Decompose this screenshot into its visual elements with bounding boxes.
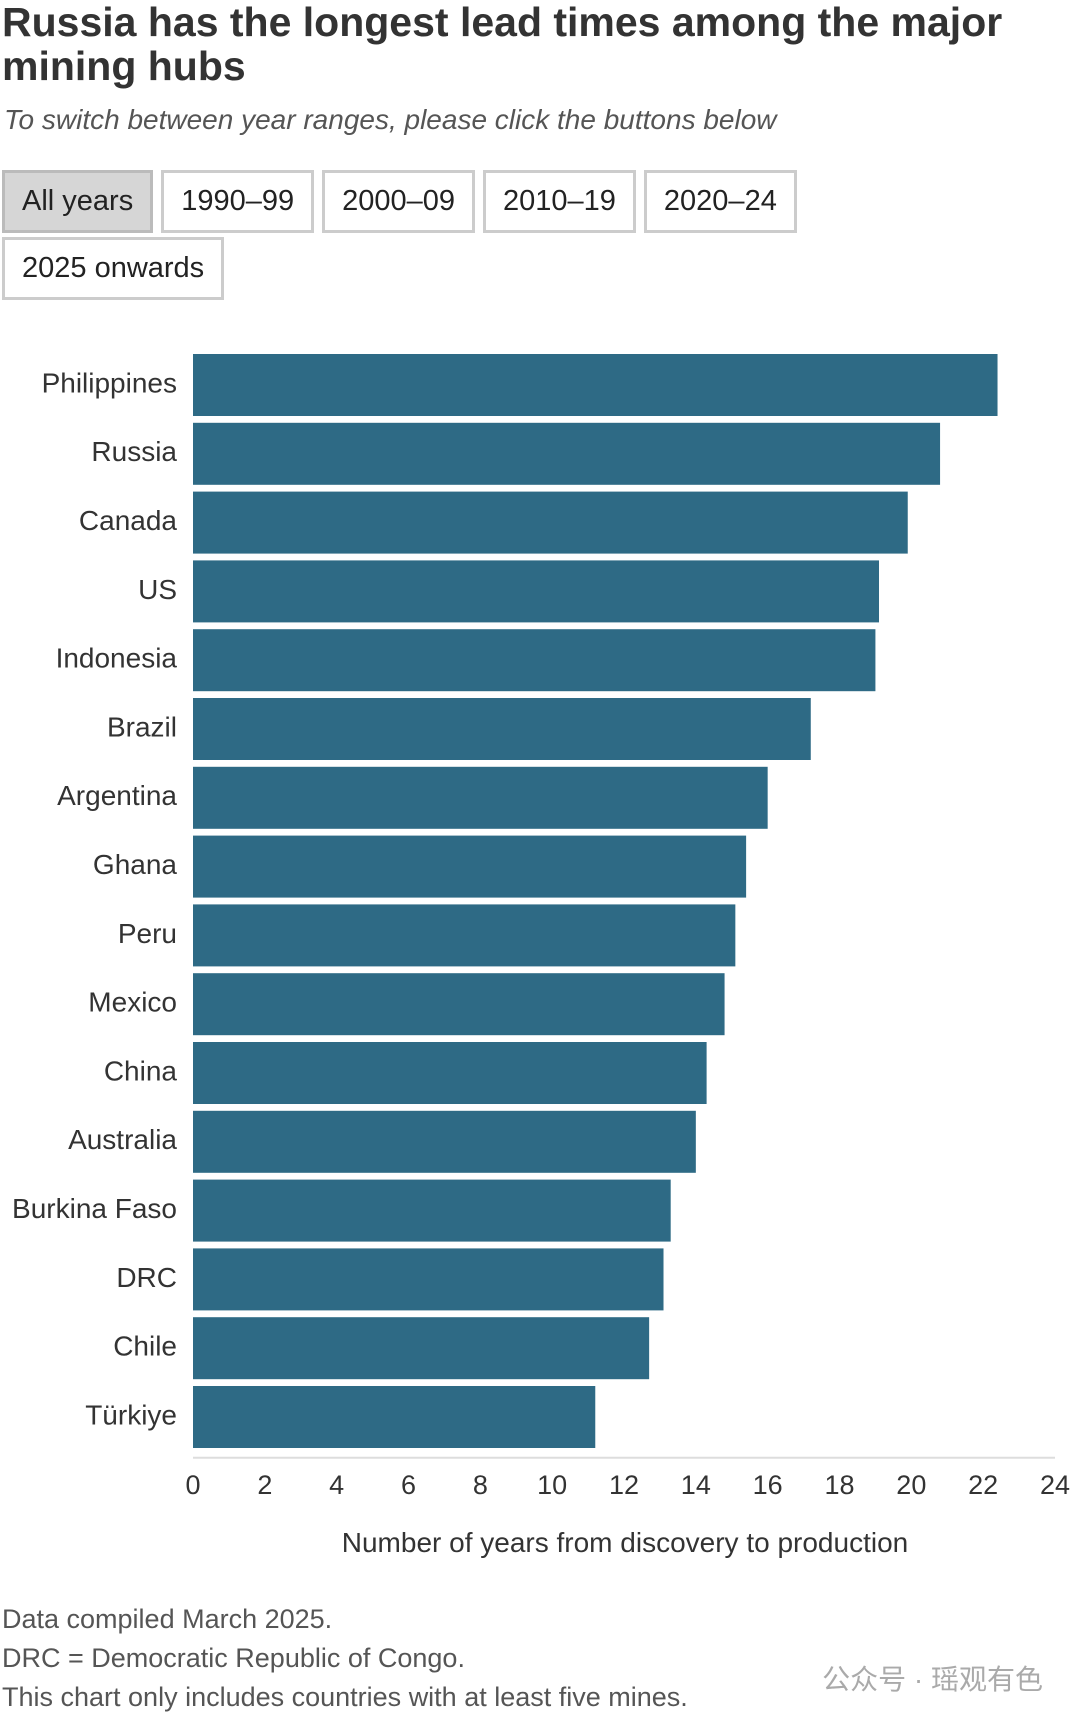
x-axis-title: Number of years from discovery to produc… xyxy=(342,1527,908,1558)
year-range-button[interactable]: 2020–24 xyxy=(643,170,797,233)
bar xyxy=(193,1179,671,1242)
bar xyxy=(193,560,880,623)
y-tick-label: Philippines xyxy=(42,367,177,398)
y-tick-label: Indonesia xyxy=(56,643,178,674)
x-tick-label: 16 xyxy=(753,1470,783,1500)
bar xyxy=(193,491,908,554)
bar xyxy=(193,1042,707,1104)
y-tick-label: Australia xyxy=(68,1124,177,1155)
y-tick-label: Burkina Faso xyxy=(12,1193,177,1224)
bar xyxy=(193,766,768,829)
note: This chart only includes countries with … xyxy=(2,1682,688,1712)
y-tick-label: Ghana xyxy=(93,849,177,880)
y-tick-label: Canada xyxy=(79,505,178,536)
x-tick-label: 10 xyxy=(537,1470,567,1500)
watermark: 公众号 · 瑶观有色 xyxy=(822,1664,1043,1695)
x-tick-label: 12 xyxy=(609,1470,639,1500)
x-tick-label: 20 xyxy=(896,1470,926,1500)
bar xyxy=(193,904,736,967)
button-group: All years 1990–99 2000–09 2010–19 2020–24 202… xyxy=(2,170,832,300)
x-tick-label: 22 xyxy=(968,1470,998,1500)
note: DRC = Democratic Republic of Congo. xyxy=(2,1643,465,1673)
year-range-button[interactable]: 2025 onwards xyxy=(2,237,225,300)
y-tick-label: Peru xyxy=(118,918,177,949)
y-tick-label: Mexico xyxy=(88,987,177,1018)
bar xyxy=(193,1317,650,1380)
y-tick-label: Chile xyxy=(113,1331,177,1362)
x-tick-label: 2 xyxy=(257,1470,272,1500)
y-tick-label: Brazil xyxy=(107,711,177,742)
x-tick-label: 18 xyxy=(824,1470,854,1500)
y-tick-label: Argentina xyxy=(57,780,177,811)
chart: Philippines Russia Canada US Indonesia Brazil… xyxy=(12,354,1070,1558)
x-tick-label: 4 xyxy=(329,1470,344,1500)
x-tick-label: 14 xyxy=(681,1470,711,1500)
bar xyxy=(193,835,747,898)
y-tick-label: DRC xyxy=(116,1262,177,1293)
bar xyxy=(193,1248,664,1311)
x-tick-label: 6 xyxy=(401,1470,416,1500)
year-range-button[interactable]: 2000–09 xyxy=(322,170,476,233)
y-tick-label: Türkiye xyxy=(85,1399,177,1430)
y-tick-label: US xyxy=(138,574,177,605)
x-tick-label: 24 xyxy=(1040,1470,1070,1500)
bar xyxy=(193,1110,696,1173)
bar xyxy=(193,354,998,416)
note: Data compiled March 2025. xyxy=(2,1604,333,1634)
bar xyxy=(193,422,941,485)
bar xyxy=(193,973,725,1036)
bar xyxy=(193,629,876,692)
notes: Data compiled March 2025. DRC = Democrati… xyxy=(2,1600,688,1717)
y-tick-label: Russia xyxy=(91,436,177,467)
bar xyxy=(193,698,811,760)
year-range-button[interactable]: 2010–19 xyxy=(483,170,636,233)
x-tick-label: 8 xyxy=(473,1470,488,1500)
chart-title: Russia has the longest lead times among … xyxy=(2,0,1003,89)
y-tick-label: China xyxy=(104,1055,178,1086)
x-tick-label: 0 xyxy=(185,1470,200,1500)
chart-subtitle: To switch between year ranges, please cl… xyxy=(4,104,777,135)
bar xyxy=(193,1386,596,1448)
year-range-button[interactable]: 1990–99 xyxy=(161,170,315,233)
year-range-button[interactable]: All years xyxy=(2,170,154,233)
